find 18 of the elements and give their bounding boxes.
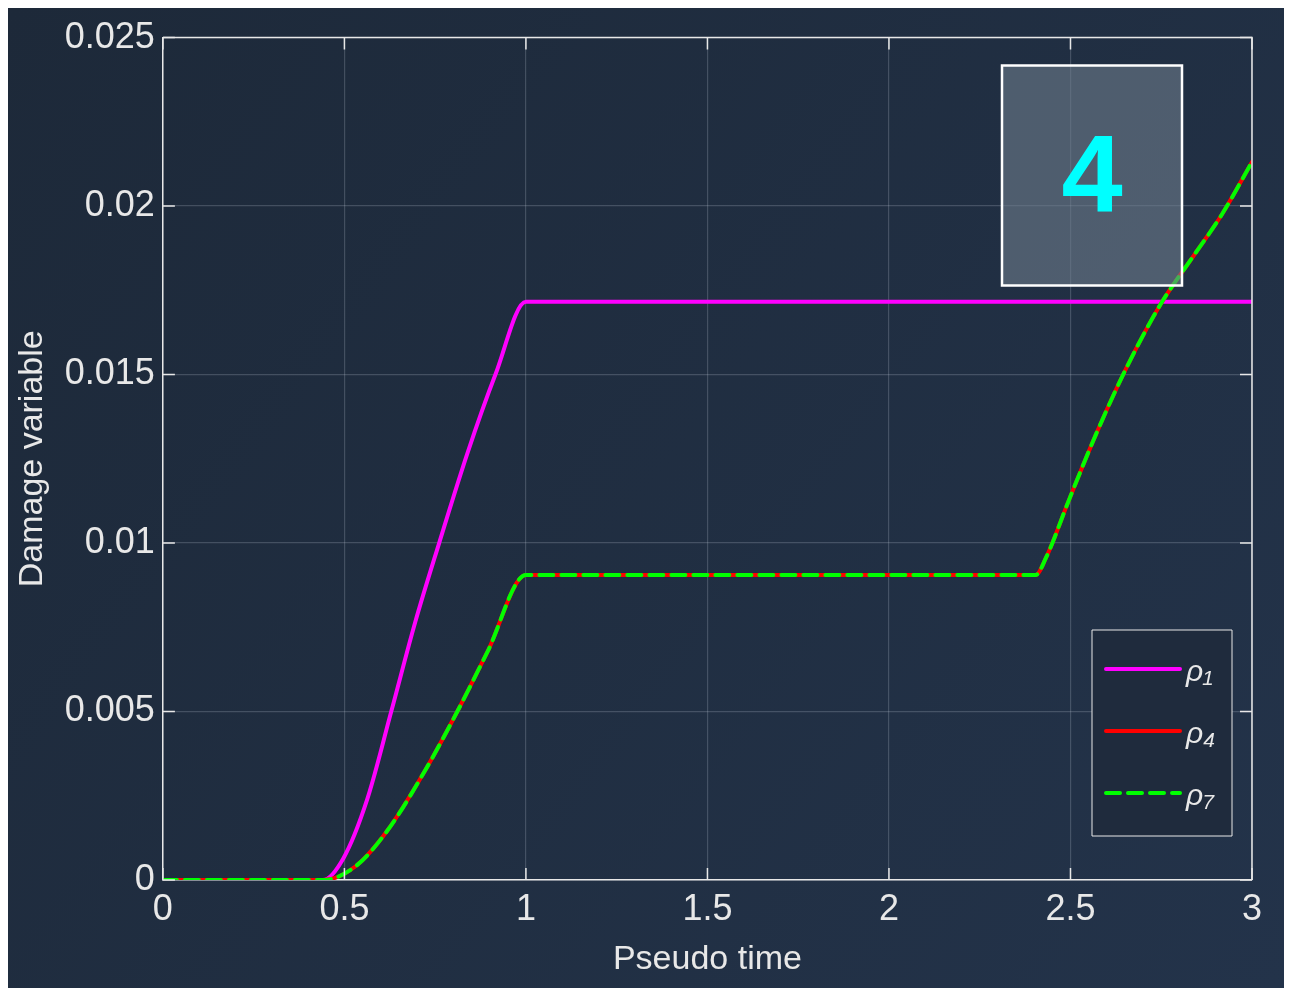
x-tick-label: 2.5 [1045, 886, 1096, 928]
x-tick-label: 3 [1241, 886, 1263, 928]
y-tick-label: 0.01 [84, 519, 155, 561]
x-tick-label: 2 [878, 886, 899, 928]
x-tick-label: 1 [515, 886, 536, 928]
x-tick-label: 1.5 [682, 886, 733, 928]
x-axis-title: Pseudo time [612, 937, 802, 976]
y-tick-label: 0.025 [64, 14, 155, 56]
y-tick-label: 0.02 [84, 183, 155, 224]
y-axis-title: Damage variable [10, 330, 49, 588]
y-tick-label: 0 [134, 856, 155, 898]
annotation: 4 [1061, 110, 1123, 234]
legend-label: ρ₁ [1185, 654, 1213, 688]
legend-label: ρ₄ [1185, 716, 1216, 750]
legend-label: ρ₇ [1185, 778, 1216, 812]
x-tick-label: 0.5 [319, 886, 370, 928]
y-tick-label: 0.015 [64, 351, 155, 393]
y-tick-label: 0.005 [64, 688, 155, 730]
